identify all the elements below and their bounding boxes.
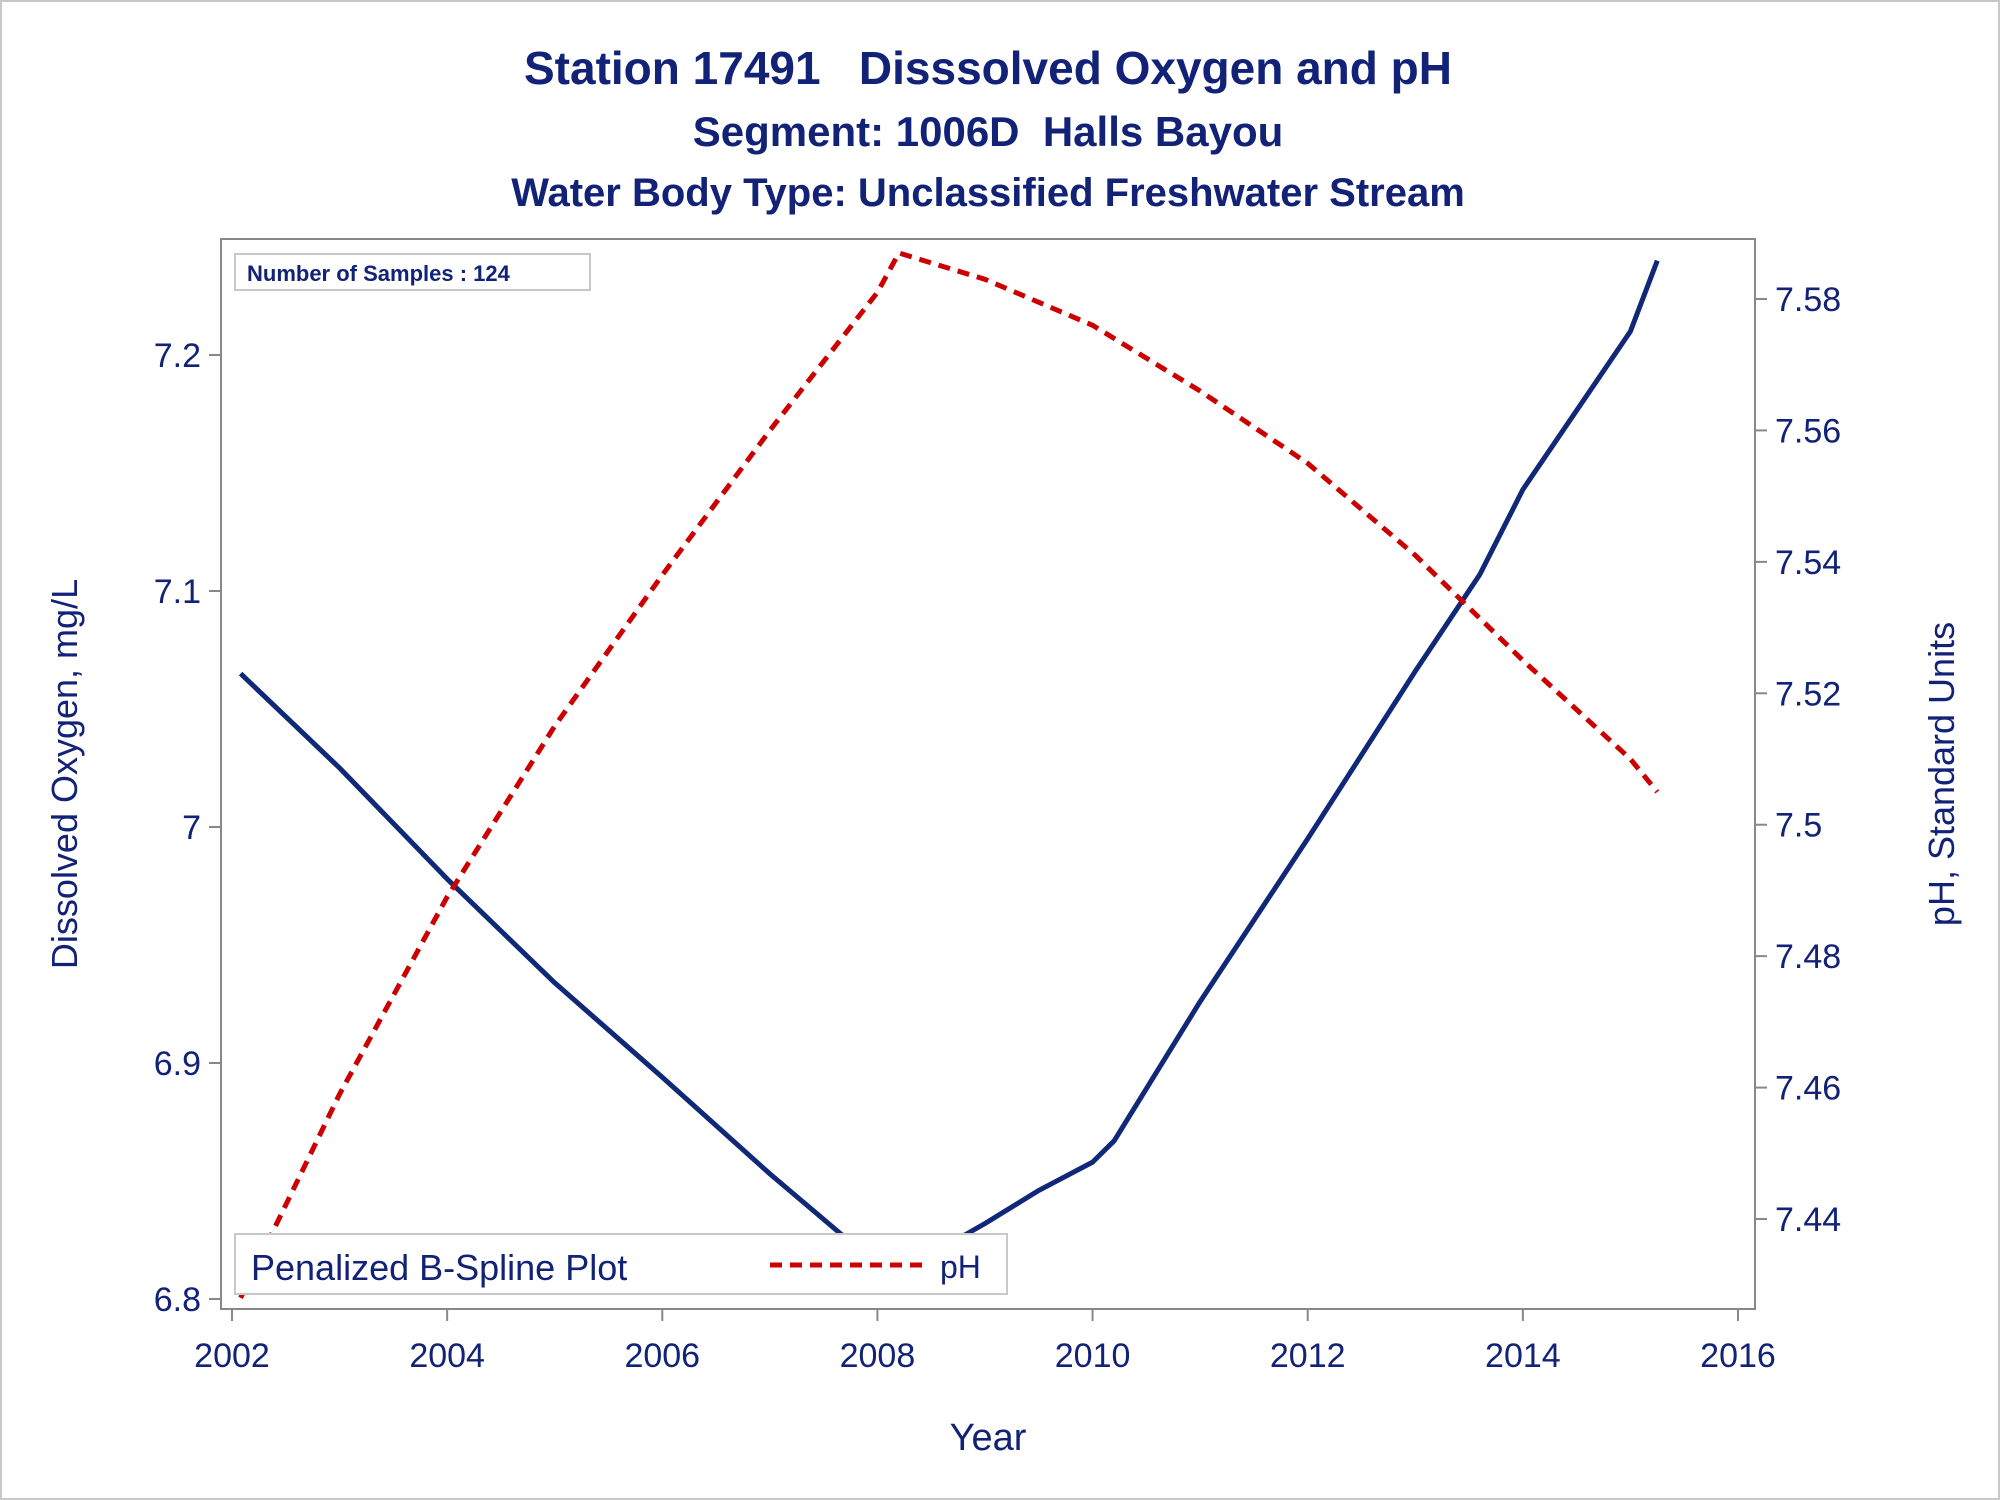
sample-count-box	[234, 253, 591, 291]
y-left-tick-label: 7	[182, 809, 201, 847]
chart-subtitle: Segment: 1006D Halls Bayou	[693, 108, 1284, 155]
plot-area	[220, 238, 1756, 1310]
y-left-tick-label: 6.8	[154, 1281, 201, 1319]
y-axis-label-right: pH, Standard Units	[1921, 622, 1962, 926]
chart-subtitle-2: Water Body Type: Unclassified Freshwater…	[511, 171, 1465, 215]
x-tick-label: 2004	[409, 1337, 485, 1375]
y-right-tick-label: 7.46	[1775, 1070, 1841, 1108]
legend-label-ph: pH	[940, 1249, 981, 1285]
y-left-tick-label: 7.1	[154, 573, 201, 611]
series-lines	[238, 250, 1660, 1299]
x-tick-label: 2002	[194, 1337, 270, 1375]
sample-count-label: Number of Samples : 124	[247, 261, 511, 286]
x-tick-label: 2012	[1270, 1337, 1346, 1375]
y-right-tick-label: 7.56	[1775, 412, 1841, 450]
y-left-tick-label: 7.2	[154, 337, 201, 375]
x-tick-label: 2006	[624, 1337, 700, 1375]
y-right-tick-label: 7.44	[1775, 1201, 1841, 1239]
y-axis-label-left: Dissolved Oxygen, mg/L	[44, 579, 85, 969]
y-right-tick-label: 7.52	[1775, 675, 1841, 713]
y-right-tick-label: 7.54	[1775, 544, 1841, 582]
y-left-tick-label: 6.9	[154, 1045, 201, 1083]
x-axis-label: Year	[950, 1417, 1027, 1459]
y-right-tick-label: 7.48	[1775, 938, 1841, 976]
x-tick-label: 2016	[1700, 1337, 1776, 1375]
chart-title: Station 17491 Disssolved Oxygen and pH	[524, 42, 1452, 94]
x-tick-label: 2014	[1485, 1337, 1561, 1375]
y-right-tick-label: 7.58	[1775, 281, 1841, 319]
ph-series-line	[238, 250, 1660, 1299]
y-right-tick-label: 7.5	[1775, 807, 1822, 845]
x-tick-label: 2008	[840, 1337, 916, 1375]
dissolved-oxygen-series-line	[238, 259, 1660, 1276]
x-tick-label: 2010	[1055, 1337, 1131, 1375]
axis-ticks: 2002 2004 2006 2008 2010 2012 2014 2016 6.8 6.9 7 7…	[154, 281, 1841, 1375]
legend-title: Penalized B-Spline Plot	[251, 1247, 627, 1288]
